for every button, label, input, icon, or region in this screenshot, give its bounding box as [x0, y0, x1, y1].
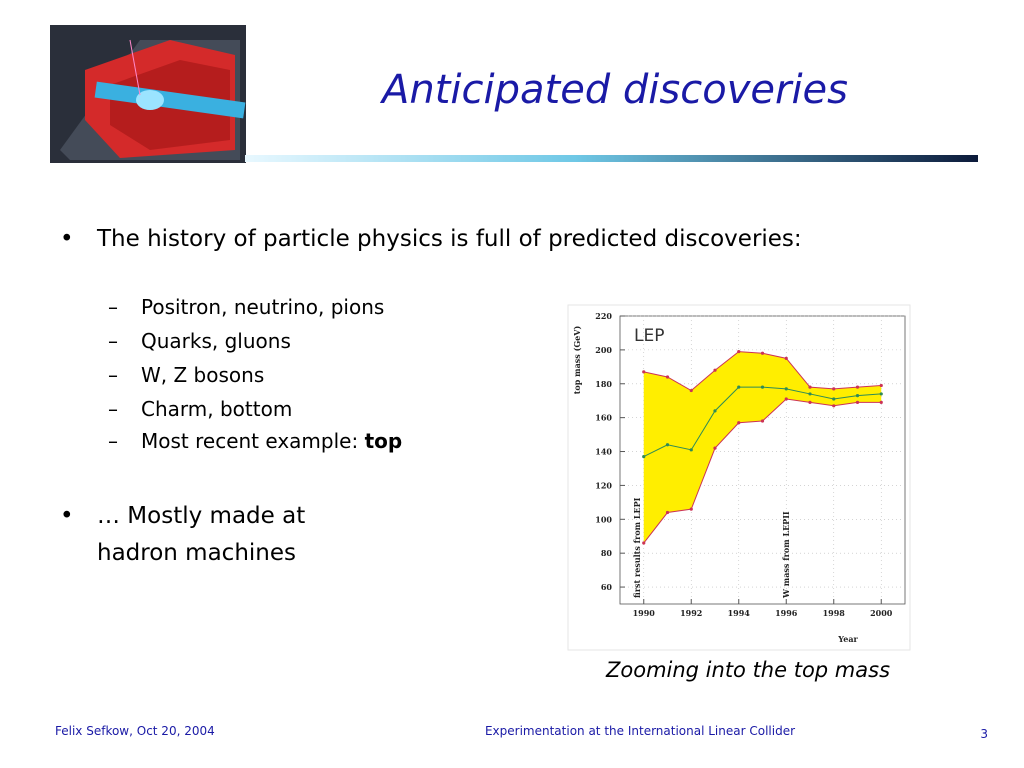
x-tick-label: 1992: [680, 608, 702, 618]
central-line-point: [784, 387, 788, 391]
band-lower-line-point: [713, 446, 717, 450]
dash: –: [108, 295, 118, 319]
band-upper-line-point: [642, 370, 646, 374]
band-lower-line-point: [665, 510, 670, 515]
band-upper-line-point: [808, 385, 812, 389]
band-lower-line-point: [737, 421, 741, 425]
band-lower-line-point: [879, 400, 883, 404]
central-line-point: [665, 443, 670, 447]
central-line-point: [855, 394, 860, 398]
y-tick-label: 60: [601, 582, 613, 592]
y-tick-label: 120: [595, 480, 612, 490]
dash: –: [108, 363, 118, 387]
bullet-marker: •: [60, 226, 74, 252]
sub-bullet: W, Z bosons: [141, 363, 264, 387]
y-tick-label: 140: [595, 447, 612, 457]
central-line-point: [713, 409, 717, 413]
band-lower-line-point: [689, 507, 693, 511]
x-axis-label: Year: [837, 634, 858, 644]
central-line-point: [832, 397, 836, 401]
chart: 60 80 100 120 140 160 180 200 220 1990 1992 1994 199…: [567, 304, 911, 651]
bullet-line: hadron machines: [97, 540, 296, 566]
band-upper-line-point: [784, 356, 788, 360]
annotation: first results from LEPI: [632, 497, 642, 598]
band-lower-line-point: [832, 404, 836, 408]
dash: –: [108, 329, 118, 353]
y-tick-label: 200: [595, 345, 612, 355]
y-tick-label: 100: [595, 514, 612, 524]
page-number: 3: [980, 727, 988, 741]
band-upper-line-point: [665, 375, 670, 379]
annotation: W mass from LEPII: [781, 511, 791, 599]
sub-bullet: Quarks, gluons: [141, 329, 291, 353]
band-upper-line-point: [760, 351, 765, 355]
bullet-marker: •: [60, 503, 74, 529]
central-line-point: [760, 385, 765, 389]
caption: Zooming into the top mass: [605, 658, 890, 682]
central-line-point: [808, 392, 812, 396]
band-upper-line-point: [855, 385, 860, 389]
plot-frame: [619, 315, 906, 605]
band-upper-line-point: [832, 387, 836, 391]
sub-bullet: Most recent example: top: [141, 429, 402, 453]
central-line-point: [879, 392, 883, 396]
dash: –: [108, 429, 118, 453]
sub-bullets: – Positron, neutrino, pions– Quarks, gluon…: [108, 295, 384, 421]
bullet-line: … Mostly made at: [97, 503, 305, 529]
band-area: [643, 351, 882, 544]
sub-bullet-bold: top: [365, 429, 403, 453]
band-lower-line-point: [784, 397, 788, 401]
footer-center: Experimentation at the International Lin…: [485, 724, 795, 738]
central-line-point: [737, 385, 741, 389]
sub-bullet: Positron, neutrino, pions: [141, 295, 384, 319]
x-tick-label: 1998: [823, 608, 846, 618]
y-tick-label: 220: [595, 311, 612, 321]
band-upper-line-point: [879, 383, 883, 388]
sub-bullet-text: Most recent example:: [141, 429, 358, 453]
band-upper-line-point: [737, 349, 741, 354]
slide-title: Anticipated discoveries: [379, 67, 848, 113]
footer-left: Felix Sefkow, Oct 20, 2004: [55, 724, 215, 738]
band-lower-line-point: [808, 400, 812, 404]
x-tick-label: 2000: [870, 608, 893, 618]
title-rule: [245, 155, 978, 162]
y-axis-label: top mass (GeV): [572, 326, 582, 395]
band-upper-line-point: [713, 368, 717, 372]
chart-label: LEP: [634, 326, 664, 346]
y-tick-label: 180: [595, 379, 612, 389]
header-image: [50, 25, 246, 163]
sub-bullet: Charm, bottom: [141, 397, 292, 421]
band-upper-line-point: [689, 388, 693, 393]
band-lower-line-point: [642, 541, 646, 545]
central-line-point: [689, 448, 693, 452]
y-tick-label: 160: [595, 413, 612, 423]
x-tick-label: 1990: [633, 608, 656, 618]
dash: –: [108, 397, 118, 421]
y-tick-label: 80: [601, 548, 613, 558]
band-lower-line-point: [760, 419, 765, 423]
bullet: The history of particle physics is full …: [96, 226, 802, 252]
x-tick-label: 1994: [728, 608, 751, 618]
band-lower-line-point: [855, 400, 860, 404]
x-tick-label: 1996: [775, 608, 798, 618]
central-line-point: [642, 455, 646, 459]
